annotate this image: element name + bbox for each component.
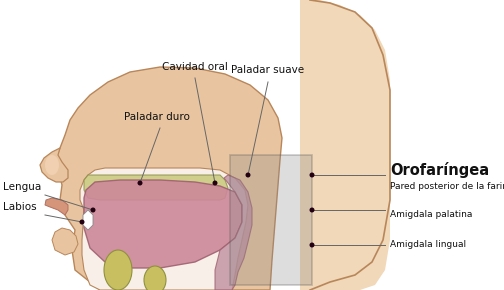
Circle shape xyxy=(91,208,95,213)
Text: Pared posterior de la faringe: Pared posterior de la faringe xyxy=(390,182,504,191)
Polygon shape xyxy=(300,0,390,290)
Polygon shape xyxy=(83,210,93,230)
Polygon shape xyxy=(80,168,248,290)
Polygon shape xyxy=(55,67,282,290)
Circle shape xyxy=(309,173,314,177)
Circle shape xyxy=(213,180,218,186)
Circle shape xyxy=(80,220,85,224)
Circle shape xyxy=(309,208,314,213)
Ellipse shape xyxy=(144,266,166,290)
Ellipse shape xyxy=(45,155,59,175)
Text: Cavidad oral: Cavidad oral xyxy=(162,62,228,72)
Polygon shape xyxy=(40,148,68,182)
Circle shape xyxy=(245,173,250,177)
Polygon shape xyxy=(215,175,252,290)
Polygon shape xyxy=(52,228,78,255)
Text: Orofaríngea: Orofaríngea xyxy=(390,162,489,178)
Bar xyxy=(230,155,312,285)
Polygon shape xyxy=(45,198,68,215)
Text: Amigdala palatina: Amigdala palatina xyxy=(390,210,472,219)
Ellipse shape xyxy=(104,250,132,290)
Polygon shape xyxy=(84,175,228,200)
Circle shape xyxy=(309,242,314,247)
Polygon shape xyxy=(84,180,242,268)
Text: Labios: Labios xyxy=(3,202,37,212)
Circle shape xyxy=(138,180,143,186)
Text: Amigdala lingual: Amigdala lingual xyxy=(390,240,466,249)
Text: Paladar duro: Paladar duro xyxy=(124,112,190,122)
Text: Paladar suave: Paladar suave xyxy=(231,65,304,75)
Text: Lengua: Lengua xyxy=(3,182,41,192)
